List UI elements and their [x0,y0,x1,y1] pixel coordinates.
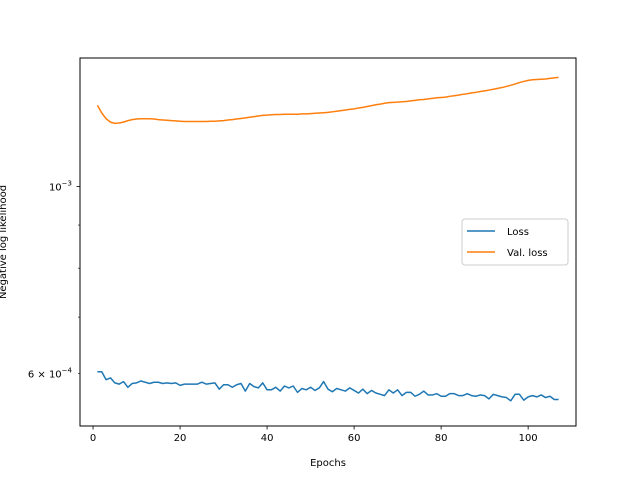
x-tick-label: 0 [90,433,96,444]
series-line-loss [97,371,559,402]
x-tick-label: 100 [519,433,538,444]
x-axis: 0 20 40 60 80 100 [90,426,538,444]
x-tick-label: 40 [261,433,274,444]
series-line-val-loss [96,76,559,125]
x-tick-label: 60 [348,433,361,444]
x-axis-label: Epochs [310,458,346,469]
y-axis: 10−3 6 × 10−4 [28,179,80,381]
plot-frame [79,57,577,427]
series-layer [96,76,559,402]
legend: Loss Val. loss [461,218,569,266]
x-tick-label: 80 [435,433,448,444]
y-axis-label: Negative log likelihood [0,185,9,299]
y-tick-label-minor: 6 × 10−4 [28,367,73,381]
x-tick-label: 20 [174,433,187,444]
legend-label-val-loss: Val. loss [507,248,548,259]
y-tick-label-major: 10−3 [49,179,72,193]
legend-label-loss: Loss [507,227,529,238]
